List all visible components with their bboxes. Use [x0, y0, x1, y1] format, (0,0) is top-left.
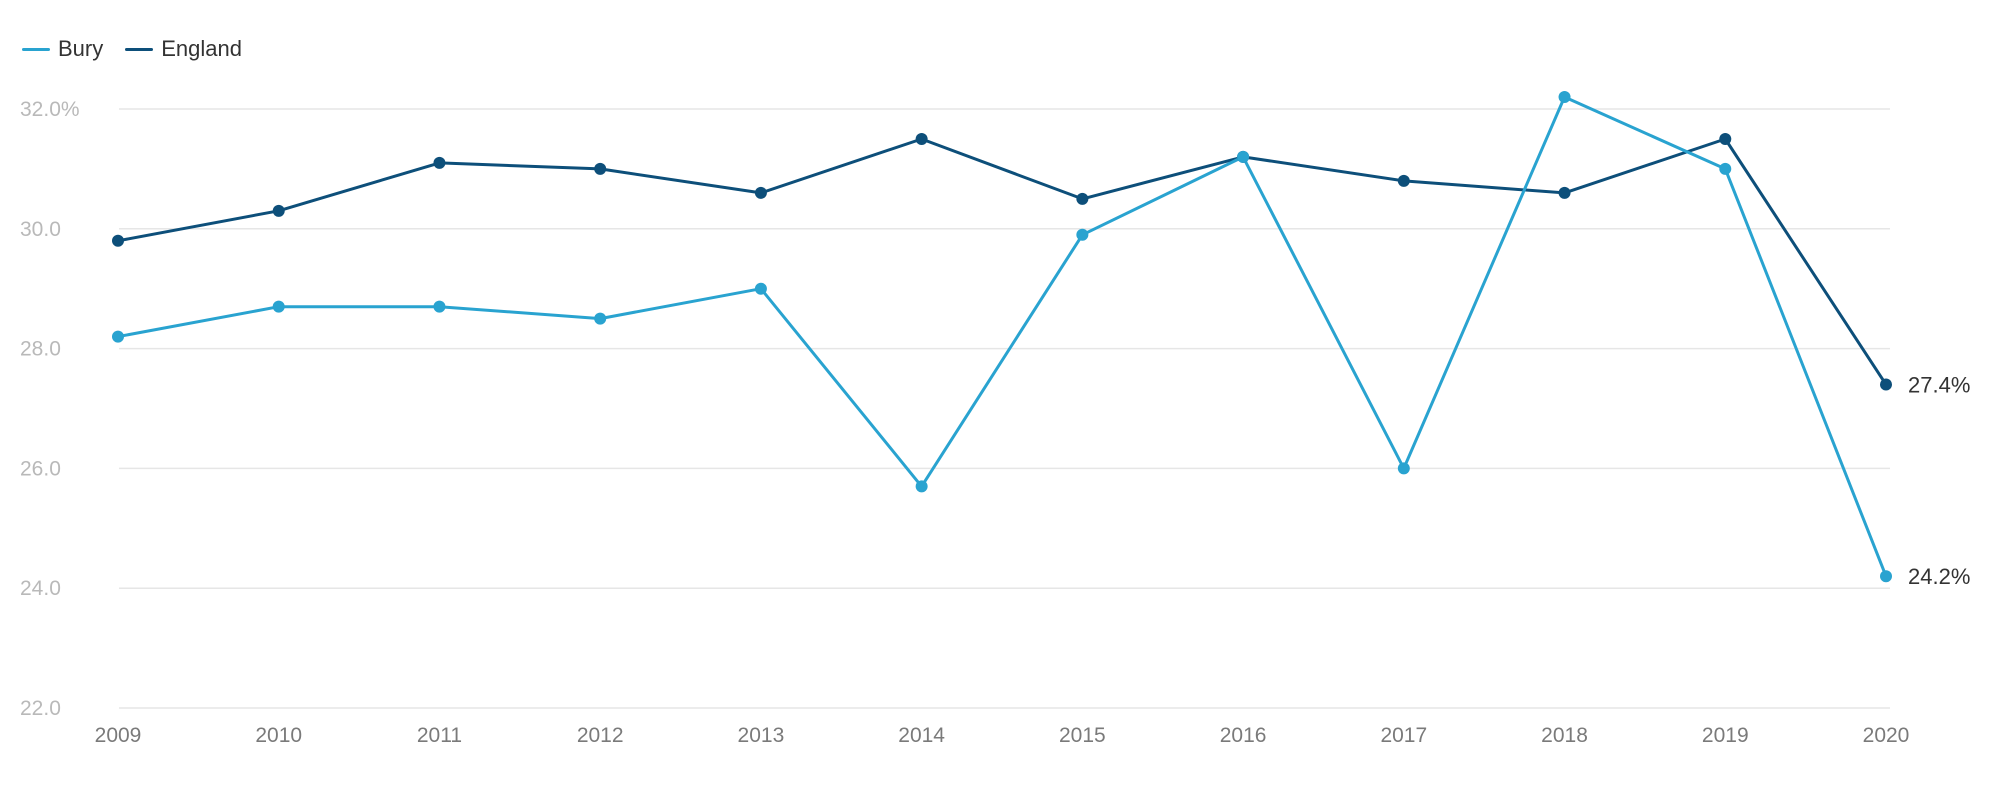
data-point-england — [1076, 192, 1089, 205]
data-point-bury — [1397, 462, 1410, 475]
data-point-bury — [433, 300, 446, 313]
series-line-england — [116, 137, 1888, 386]
x-tick-label: 2017 — [1380, 724, 1427, 747]
data-point-england — [112, 234, 124, 247]
data-point-bury — [754, 282, 767, 295]
data-point-bury — [1076, 228, 1089, 241]
x-tick-label: 2014 — [898, 724, 945, 747]
legend-label-bury: Bury — [58, 36, 104, 61]
data-point-england — [594, 162, 607, 175]
x-tick-label: 2009 — [95, 724, 142, 747]
legend-label-england: England — [161, 36, 242, 61]
x-tick-label: 2019 — [1702, 724, 1749, 747]
data-point-bury — [594, 312, 607, 325]
x-tick-label: 2012 — [577, 724, 624, 747]
legend-item-england: England — [125, 36, 242, 62]
y-tick-label: 30.0 — [20, 218, 61, 241]
data-point-england — [754, 186, 767, 199]
x-axis-ticks: 2009 2010 2011 2012 2013 2014 2015 2016 2017 2018… — [95, 724, 1910, 747]
series-line-bury — [116, 95, 1888, 578]
data-point-bury — [1558, 91, 1571, 104]
x-tick-label: 2018 — [1541, 724, 1588, 747]
y-tick-label: 28.0 — [20, 338, 61, 361]
legend-item-bury: Bury — [22, 36, 103, 62]
x-tick-label: 2013 — [738, 724, 785, 747]
data-point-england — [1558, 186, 1571, 199]
data-point-england — [1880, 378, 1892, 391]
data-point-bury — [1880, 570, 1892, 583]
data-point-england — [1397, 174, 1410, 187]
x-tick-label: 2016 — [1220, 724, 1267, 747]
x-tick-label: 2015 — [1059, 724, 1106, 747]
data-point-bury — [1237, 150, 1250, 163]
chart-legend: Bury England — [22, 36, 242, 62]
x-tick-label: 2010 — [255, 724, 302, 747]
data-point-bury — [1719, 162, 1732, 175]
end-label-england: 27.4% — [1908, 373, 1970, 398]
data-point-bury — [112, 330, 124, 343]
data-point-bury — [272, 300, 285, 313]
data-point-england — [272, 204, 285, 217]
legend-swatch-england — [125, 47, 154, 51]
series-lines — [116, 95, 1888, 578]
end-label-bury: 24.2% — [1908, 564, 1970, 589]
data-point-england — [433, 156, 446, 169]
end-labels: 27.4% 24.2% — [1908, 373, 1970, 590]
data-point-england — [915, 132, 928, 145]
data-point-england — [1719, 132, 1732, 145]
y-tick-label: 26.0 — [20, 457, 61, 480]
y-axis-ticks: 32.0% 30.0 28.0 26.0 24.0 22.0 — [20, 98, 80, 720]
x-tick-label: 2020 — [1863, 724, 1910, 747]
series-points — [112, 91, 1892, 583]
y-tick-label: 24.0 — [20, 577, 61, 600]
y-tick-label: 22.0 — [20, 697, 61, 720]
legend-swatch-bury — [22, 47, 50, 51]
x-tick-label: 2011 — [417, 724, 462, 747]
data-point-bury — [915, 480, 928, 493]
y-tick-label: 32.0% — [20, 98, 80, 121]
gridlines — [119, 108, 1890, 709]
